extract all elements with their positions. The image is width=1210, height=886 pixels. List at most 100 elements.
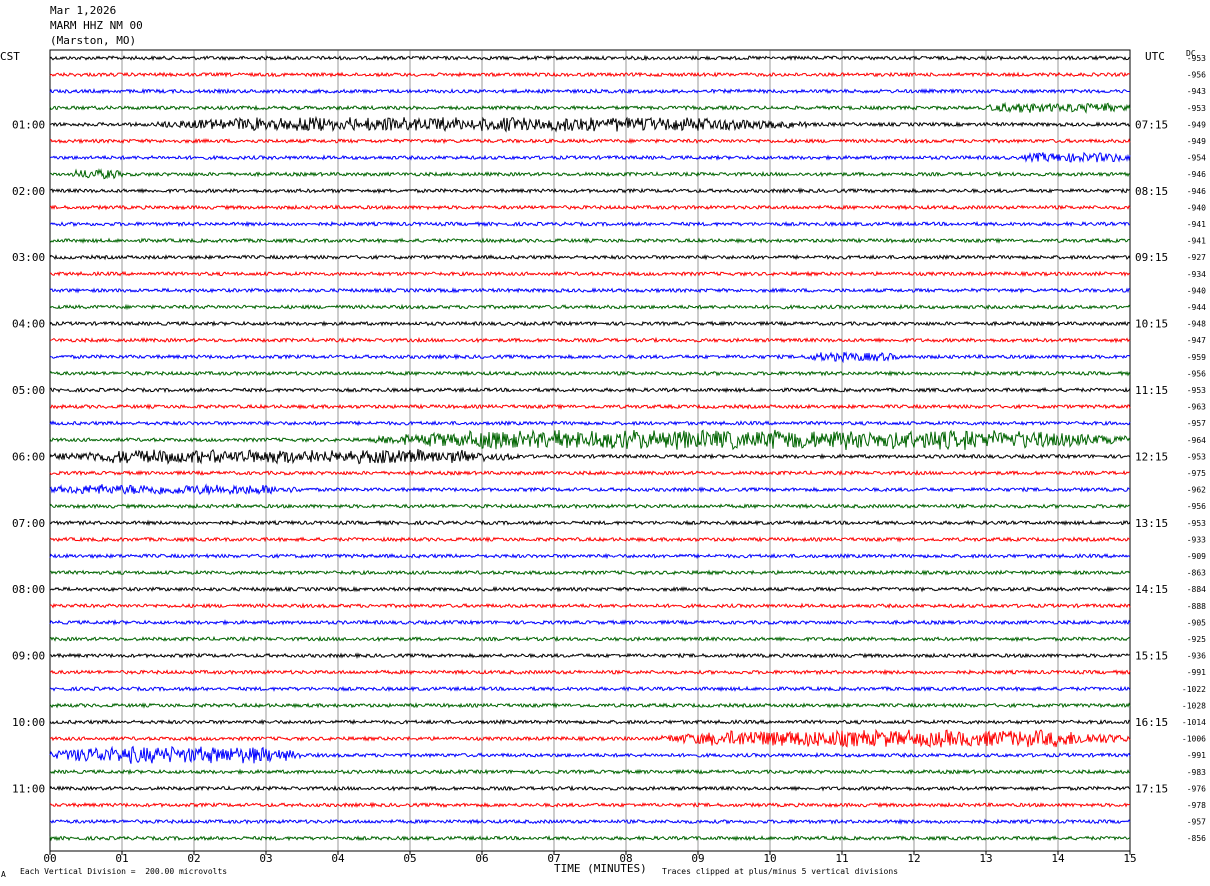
dc-offset-label: -863 (1187, 569, 1206, 578)
dc-offset-label: -948 (1187, 320, 1206, 329)
right-time-label: 16:15 (1135, 716, 1168, 729)
dc-offset-label: -976 (1187, 784, 1206, 793)
x-tick-label: 05 (403, 852, 416, 865)
dc-offset-label: -1014 (1182, 718, 1206, 727)
x-tick-label: 13 (979, 852, 992, 865)
trace-46 (49, 818, 1131, 825)
x-tick-label: 04 (331, 852, 345, 865)
right-time-label: 12:15 (1135, 450, 1168, 463)
right-time-label: 17:15 (1135, 782, 1168, 795)
dc-offset-label: -983 (1187, 768, 1206, 777)
dc-offset-label: -934 (1187, 270, 1206, 279)
trace-25 (49, 469, 1131, 477)
dc-offset-label: -956 (1187, 502, 1206, 511)
trace-6 (49, 151, 1131, 163)
trace-31 (49, 569, 1131, 576)
trace-27 (49, 503, 1130, 510)
dc-offset-label: -946 (1187, 187, 1206, 196)
dc-offset-label: -963 (1187, 403, 1206, 412)
x-tick-label: 07 (547, 852, 560, 865)
right-time-label: 10:15 (1135, 318, 1168, 331)
header-station: MARM HHZ NM 00 (50, 19, 143, 32)
trace-24 (49, 448, 1131, 465)
trace-26 (49, 483, 1131, 496)
header-location: (Marston, MO) (50, 34, 137, 47)
dc-offset-label: -936 (1187, 652, 1206, 661)
right-time-label: 11:15 (1135, 384, 1168, 397)
right-time-label: 14:15 (1135, 583, 1168, 596)
dc-offset-label: -956 (1187, 369, 1206, 378)
trace-41 (49, 728, 1131, 748)
trace-15 (49, 303, 1131, 311)
left-time-label: 11:00 (12, 782, 45, 795)
dc-offset-label: -953 (1187, 519, 1206, 528)
right-time-label: 15:15 (1135, 650, 1168, 663)
dc-offset-label: -959 (1187, 353, 1206, 362)
dc-offset-label: -957 (1187, 419, 1206, 428)
trace-14 (49, 287, 1131, 294)
dc-column-title: DC (1186, 49, 1196, 58)
dc-offset-label: -949 (1187, 137, 1206, 146)
header-date: Mar 1,2026 (50, 4, 117, 17)
x-tick-label: 01 (115, 852, 128, 865)
x-axis-title: TIME (MINUTES) (554, 862, 647, 875)
trace-42 (49, 745, 1131, 764)
trace-10 (49, 220, 1131, 228)
x-tick-label: 15 (1123, 852, 1136, 865)
left-time-label: 05:00 (12, 384, 45, 397)
trace-8 (50, 187, 1131, 195)
trace-22 (49, 420, 1131, 427)
right-axis-title: UTC (1145, 50, 1165, 63)
dc-offset-label: -953 (1187, 54, 1206, 63)
trace-0 (49, 54, 1131, 62)
scale-value: 200.00 microvolts (145, 867, 228, 876)
trace-16 (49, 320, 1131, 327)
plot-frame (49, 49, 1131, 852)
dc-offset-label: -953 (1187, 452, 1206, 461)
x-tick-label: 06 (475, 852, 488, 865)
corner-mark: A (1, 870, 6, 879)
trace-4 (50, 115, 1131, 133)
dc-offset-label: -949 (1187, 120, 1206, 129)
left-time-label: 09:00 (12, 650, 45, 663)
left-time-label: 10:00 (12, 716, 45, 729)
dc-offset-label: -884 (1187, 585, 1206, 594)
dc-offset-label: -927 (1187, 253, 1206, 262)
trace-32 (49, 585, 1131, 593)
trace-20 (49, 386, 1131, 394)
left-time-label: 01:00 (12, 118, 45, 131)
trace-33 (49, 602, 1131, 609)
minute-grid (49, 49, 1131, 855)
left-time-label: 06:00 (12, 450, 45, 463)
dc-offset-label: -962 (1187, 486, 1206, 495)
left-time-label: 08:00 (12, 583, 45, 596)
dc-offset-label: -856 (1187, 834, 1206, 843)
x-tick-label: 11 (835, 852, 848, 865)
dc-offset-label: -991 (1187, 668, 1206, 677)
dc-offset-label: -1006 (1182, 735, 1206, 744)
dc-offset-label: -925 (1187, 635, 1206, 644)
trace-38 (49, 685, 1131, 693)
dc-offset-label: -957 (1187, 818, 1206, 827)
trace-37 (49, 668, 1131, 676)
trace-23 (49, 429, 1131, 451)
axis-labels: 01:00 02:00 03:00 04:00 05:00 06:00 07:00 08:00… (12, 54, 1206, 865)
dc-offset-label: -940 (1187, 203, 1206, 212)
dc-offset-label: -954 (1187, 154, 1206, 163)
x-tick-label: 03 (259, 852, 272, 865)
trace-17 (49, 336, 1131, 344)
trace-29 (49, 536, 1130, 543)
trace-18 (49, 351, 1131, 364)
dc-offset-label: -953 (1187, 104, 1206, 113)
trace-40 (49, 718, 1131, 726)
trace-2 (49, 87, 1131, 95)
dc-offset-label: -905 (1187, 618, 1206, 627)
trace-11 (49, 237, 1131, 244)
trace-9 (49, 204, 1131, 211)
trace-7 (49, 168, 1131, 180)
scale-prefix: Each Vertical Division = (20, 867, 136, 876)
left-time-label: 03:00 (12, 251, 45, 264)
dc-offset-label: -909 (1187, 552, 1206, 561)
trace-30 (49, 552, 1131, 560)
